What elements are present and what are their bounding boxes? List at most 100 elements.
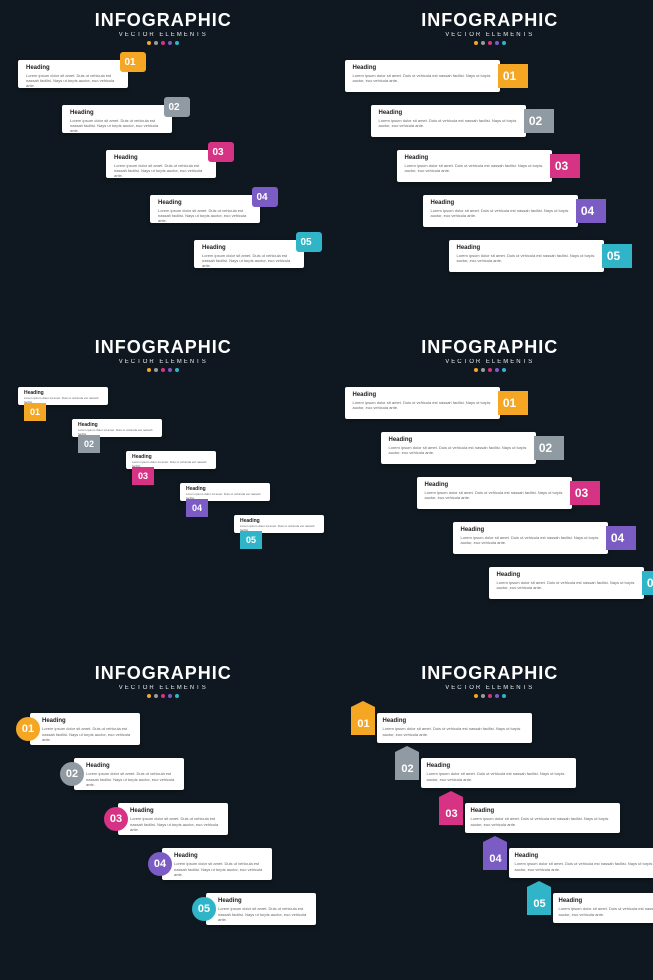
step-card: Heading Lorem ipsum dolor sit amet. Duis…: [18, 60, 128, 88]
step-card: Heading Lorem ipsum dolor sit amet. Duis…: [150, 195, 260, 223]
subtitle: VECTOR ELEMENTS: [327, 685, 653, 691]
step-02: Heading Lorem ipsum dolor sit amet. Duis…: [381, 432, 536, 464]
step-card: Heading Lorem ipsum dolor sit amet. Duis…: [381, 432, 536, 464]
panel-1: INFOGRAPHIC VECTOR ELEMENTS Heading Lore…: [0, 0, 327, 327]
step-card: Heading Lorem ipsum dolor sit amet. Duis…: [62, 105, 172, 133]
step-body: Lorem ipsum dolor sit amet. Duis ut vehi…: [353, 73, 492, 83]
step-heading: Heading: [86, 763, 176, 769]
step-number: 03: [106, 809, 126, 829]
dots: [327, 694, 653, 698]
step-number: 01: [18, 719, 38, 739]
dots: [327, 41, 653, 45]
step-heading: Heading: [26, 65, 120, 71]
step-card: Heading Lorem ipsum dolor sit amet. Duis…: [489, 567, 644, 599]
step-body: Lorem ipsum dolor sit amet. Duis ut vehi…: [457, 253, 596, 263]
step-number: 05: [644, 573, 653, 593]
step-card: Heading Lorem ipsum dolor sit amet. Duis…: [194, 240, 304, 268]
step-body: Lorem ipsum dolor sit amet. Duis ut vehi…: [218, 906, 308, 922]
step-01: Heading Lorem ipsum dolor sit amet. Duis…: [18, 387, 108, 405]
step-number: 01: [500, 393, 520, 413]
dots: [0, 41, 327, 45]
panel-2: INFOGRAPHIC VECTOR ELEMENTS Heading Lore…: [327, 0, 653, 327]
step-03: Heading Lorem ipsum dolor sit amet. Duis…: [397, 150, 552, 182]
step-number: 01: [355, 715, 373, 733]
step-card: Heading Lorem ipsum dolor sit amet. Duis…: [553, 893, 653, 923]
step-card: Heading Lorem ipsum dolor sit amet. Duis…: [423, 195, 578, 227]
step-heading: Heading: [427, 763, 568, 769]
step-number: 03: [572, 483, 592, 503]
step-heading: Heading: [186, 486, 264, 492]
step-number: 03: [552, 156, 572, 176]
panel-3: INFOGRAPHIC VECTOR ELEMENTS Heading Lore…: [0, 327, 327, 654]
panel-header: INFOGRAPHIC VECTOR ELEMENTS: [327, 663, 653, 698]
dots: [0, 368, 327, 372]
step-number: 04: [578, 201, 598, 221]
step-04: Heading Lorem ipsum dolor sit amet. Duis…: [453, 522, 608, 554]
step-heading: Heading: [202, 245, 296, 251]
title: INFOGRAPHIC: [327, 663, 653, 684]
step-number: 02: [399, 760, 417, 778]
step-02: Heading Lorem ipsum dolor sit amet. Duis…: [421, 758, 576, 788]
step-number: 03: [135, 469, 151, 483]
step-heading: Heading: [24, 390, 102, 396]
step-heading: Heading: [132, 454, 210, 460]
step-05: Heading Lorem ipsum dolor sit amet. Duis…: [449, 240, 604, 272]
step-body: Lorem ipsum dolor sit amet. Duis ut vehi…: [383, 726, 524, 736]
step-number: 04: [189, 501, 205, 515]
step-body: Lorem ipsum dolor sit amet. Duis ut vehi…: [389, 445, 528, 455]
step-heading: Heading: [431, 200, 570, 206]
step-body: Lorem ipsum dolor sit amet. Duis ut vehi…: [405, 163, 544, 173]
step-number: 05: [194, 899, 214, 919]
step-card: Heading Lorem ipsum dolor sit amet. Duis…: [417, 477, 572, 509]
panel-header: INFOGRAPHIC VECTOR ELEMENTS: [327, 10, 653, 45]
step-number: 02: [62, 764, 82, 784]
step-card: Heading Lorem ipsum dolor sit amet. Duis…: [465, 803, 620, 833]
step-heading: Heading: [353, 392, 492, 398]
step-03: Heading Lorem ipsum dolor sit amet. Duis…: [126, 451, 216, 469]
step-number: 01: [120, 54, 140, 70]
step-number: 03: [208, 144, 228, 160]
panel-header: INFOGRAPHIC VECTOR ELEMENTS: [0, 10, 327, 45]
panel-header: INFOGRAPHIC VECTOR ELEMENTS: [327, 337, 653, 372]
step-number: 05: [243, 533, 259, 547]
step-04: Heading Lorem ipsum dolor sit amet. Duis…: [162, 848, 272, 880]
step-body: Lorem ipsum dolor sit amet. Duis ut vehi…: [353, 400, 492, 410]
step-heading: Heading: [383, 718, 524, 724]
subtitle: VECTOR ELEMENTS: [327, 359, 653, 365]
step-card: Heading Lorem ipsum dolor sit amet. Duis…: [453, 522, 608, 554]
step-body: Lorem ipsum dolor sit amet. Duis ut vehi…: [26, 73, 120, 89]
step-05: Heading Lorem ipsum dolor sit amet. Duis…: [194, 240, 304, 268]
step-04: Heading Lorem ipsum dolor sit amet. Duis…: [509, 848, 653, 878]
step-01: Heading Lorem ipsum dolor sit amet. Duis…: [345, 387, 500, 419]
title: INFOGRAPHIC: [0, 663, 327, 684]
step-heading: Heading: [70, 110, 164, 116]
step-heading: Heading: [379, 110, 518, 116]
step-03: Heading Lorem ipsum dolor sit amet. Duis…: [118, 803, 228, 835]
step-card: Heading Lorem ipsum dolor sit amet. Duis…: [421, 758, 576, 788]
step-number: 02: [164, 99, 184, 115]
panel-6: INFOGRAPHIC VECTOR ELEMENTS Heading Lore…: [327, 653, 653, 980]
step-heading: Heading: [515, 853, 653, 859]
step-05: Heading Lorem ipsum dolor sit amet. Duis…: [489, 567, 644, 599]
step-number: 02: [536, 438, 556, 458]
step-number: 04: [608, 528, 628, 548]
step-01: Heading Lorem ipsum dolor sit amet. Duis…: [345, 60, 500, 92]
step-card: Heading Lorem ipsum dolor sit amet. Duis…: [106, 150, 216, 178]
step-heading: Heading: [389, 437, 528, 443]
step-05: Heading Lorem ipsum dolor sit amet. Duis…: [234, 515, 324, 533]
step-heading: Heading: [240, 518, 318, 524]
step-body: Lorem ipsum dolor sit amet. Duis ut vehi…: [461, 535, 600, 545]
step-01: Heading Lorem ipsum dolor sit amet. Duis…: [377, 713, 532, 743]
step-heading: Heading: [559, 898, 653, 904]
step-body: Lorem ipsum dolor sit amet. Duis ut vehi…: [431, 208, 570, 218]
step-01: Heading Lorem ipsum dolor sit amet. Duis…: [30, 713, 140, 745]
step-03: Heading Lorem ipsum dolor sit amet. Duis…: [417, 477, 572, 509]
panel-header: INFOGRAPHIC VECTOR ELEMENTS: [0, 663, 327, 698]
step-card: Heading Lorem ipsum dolor sit amet. Duis…: [118, 803, 228, 835]
panel-5: INFOGRAPHIC VECTOR ELEMENTS Heading Lore…: [0, 653, 327, 980]
step-number: 01: [27, 405, 43, 419]
step-heading: Heading: [174, 853, 264, 859]
subtitle: VECTOR ELEMENTS: [327, 32, 653, 38]
step-body: Lorem ipsum dolor sit amet. Duis ut vehi…: [379, 118, 518, 128]
step-body: Lorem ipsum dolor sit amet. Duis ut vehi…: [515, 861, 653, 871]
